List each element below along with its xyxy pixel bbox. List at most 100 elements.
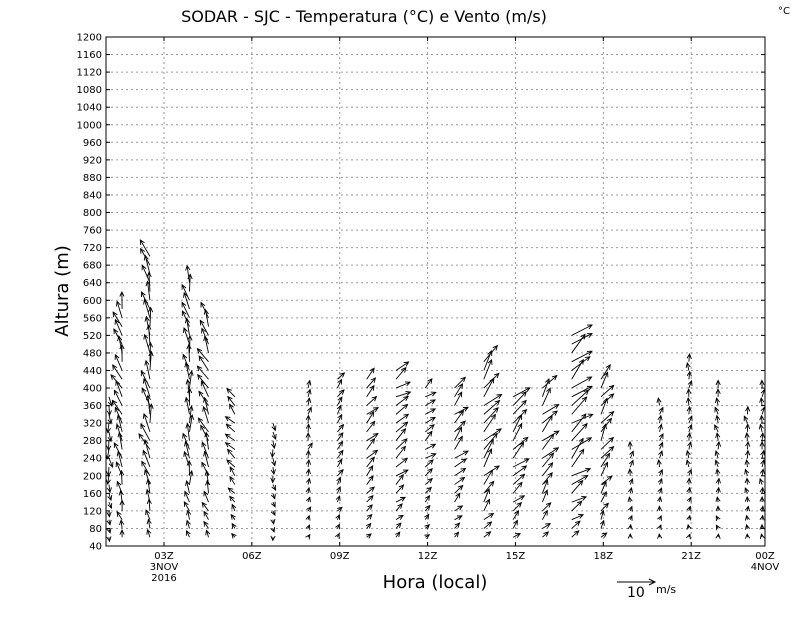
x-tick-date: 4NOV: [751, 562, 780, 573]
wind-arrow-shaft: [512, 409, 527, 424]
wind-arrow-shaft: [425, 391, 436, 398]
wind-arrow-head: [458, 409, 465, 416]
wind-arrow-head: [744, 468, 750, 475]
wind-arrow-head: [398, 473, 404, 480]
wind-arrow-head: [578, 514, 585, 519]
wind-arrow-head: [424, 513, 430, 520]
wind-arrow-head: [521, 391, 527, 397]
wind-arrow-shaft: [454, 493, 461, 503]
wind-arrow-shaft: [541, 480, 548, 494]
wind-arrow-shaft: [188, 344, 190, 362]
wind-arrow-head: [656, 397, 662, 404]
y-tick-label: 800: [83, 208, 102, 219]
wind-arrow-shaft: [454, 468, 466, 477]
wind-arrow-head: [337, 458, 343, 465]
wind-arrow-shaft: [600, 372, 609, 389]
wind-arrow-head: [229, 475, 235, 482]
wind-arrow-head: [628, 486, 634, 493]
wind-arrow-head: [744, 514, 750, 521]
wind-arrow-shaft: [395, 391, 411, 398]
wind-arrow-head: [339, 389, 345, 395]
wind-arrow-head: [586, 376, 593, 382]
wind-arrow-shaft: [182, 310, 190, 327]
wind-arrow-head: [201, 441, 207, 448]
wind-arrow-head: [198, 355, 204, 362]
wind-arrow-shaft: [149, 307, 152, 327]
wind-arrow-shaft: [512, 520, 518, 529]
wind-arrow-head: [270, 518, 276, 525]
wind-arrow-head: [227, 395, 233, 402]
wind-arrow-head: [743, 415, 749, 422]
wind-arrow-head: [114, 406, 120, 413]
wind-arrow-head: [627, 514, 633, 521]
wind-arrow-shaft: [571, 385, 593, 398]
wind-arrow-head: [185, 378, 191, 385]
wind-arrow-shaft: [746, 406, 749, 415]
wind-arrow-shaft: [395, 474, 404, 485]
wind-arrow-shaft: [145, 360, 151, 380]
wind-arrow-head: [496, 428, 502, 434]
wind-arrow-head: [306, 397, 312, 404]
wind-profile: [196, 301, 211, 538]
wind-arrow-shaft: [272, 458, 276, 466]
wind-arrow-head: [521, 465, 528, 471]
wind-arrow-head: [201, 461, 207, 468]
wind-arrow-head: [426, 486, 432, 493]
wind-arrow-shaft: [138, 433, 151, 450]
wind-arrow-shaft: [571, 514, 584, 521]
y-tick-label: 760: [83, 226, 102, 237]
wind-arrow-head: [204, 431, 210, 438]
wind-arrow-head: [627, 505, 633, 512]
wind-arrow-shaft: [512, 458, 530, 468]
wind-arrow-head: [142, 449, 148, 456]
wind-arrow-head: [270, 526, 276, 533]
wind-arrow-head: [687, 468, 693, 475]
wind-arrow-shaft: [454, 522, 460, 529]
wind-arrow-head: [186, 343, 192, 350]
wind-arrow-head: [458, 383, 464, 389]
wind-arrow-shaft: [716, 398, 719, 406]
wind-arrow-head: [369, 367, 375, 374]
wind-arrow-head: [759, 505, 765, 512]
wind-arrow-head: [115, 300, 121, 307]
wind-arrow-shaft: [688, 441, 692, 450]
wind-arrow-head: [271, 425, 277, 432]
wind-arrow-shaft: [483, 448, 492, 468]
wind-arrow-head: [686, 477, 692, 484]
wind-arrow-head: [658, 441, 664, 448]
wind-arrow-head: [584, 356, 591, 362]
wind-arrow-shaft: [761, 469, 764, 476]
wind-arrow-shaft: [395, 503, 403, 512]
wind-arrow-head: [486, 521, 493, 527]
wind-arrow-head: [140, 247, 145, 254]
wind-arrow-shaft: [141, 461, 151, 477]
wind-profile: [483, 344, 503, 538]
wind-arrow-head: [715, 496, 721, 502]
wind-arrow-shaft: [542, 531, 549, 538]
wind-arrow-shaft: [688, 406, 691, 415]
wind-arrow-head: [744, 533, 751, 539]
wind-arrow-head: [305, 468, 311, 475]
wind-profile: [758, 379, 766, 540]
wind-arrow-head: [371, 395, 378, 402]
wind-arrow-head: [306, 379, 312, 386]
wind-arrow-head: [368, 475, 374, 481]
wind-arrow-shaft: [226, 459, 236, 468]
wind-arrow-head: [370, 377, 377, 383]
wind-arrow-shaft: [600, 385, 614, 398]
wind-arrow-head: [577, 479, 584, 486]
wind-arrow-shaft: [483, 428, 502, 442]
wind-arrow-head: [148, 306, 154, 313]
wind-arrow-head: [425, 504, 431, 511]
wind-arrow-shaft: [542, 447, 559, 459]
wind-arrow-head: [456, 515, 463, 521]
wind-arrow-shaft: [659, 433, 664, 441]
wind-arrow-shaft: [454, 383, 463, 398]
wind-arrow-head: [599, 519, 605, 526]
wind-arrow-shaft: [454, 391, 463, 406]
wind-arrow-head: [427, 377, 433, 384]
wind-arrow-head: [545, 502, 552, 508]
wind-arrow-head: [373, 407, 380, 412]
wind-arrow-shaft: [542, 410, 558, 424]
wind-arrow-head: [487, 358, 493, 365]
